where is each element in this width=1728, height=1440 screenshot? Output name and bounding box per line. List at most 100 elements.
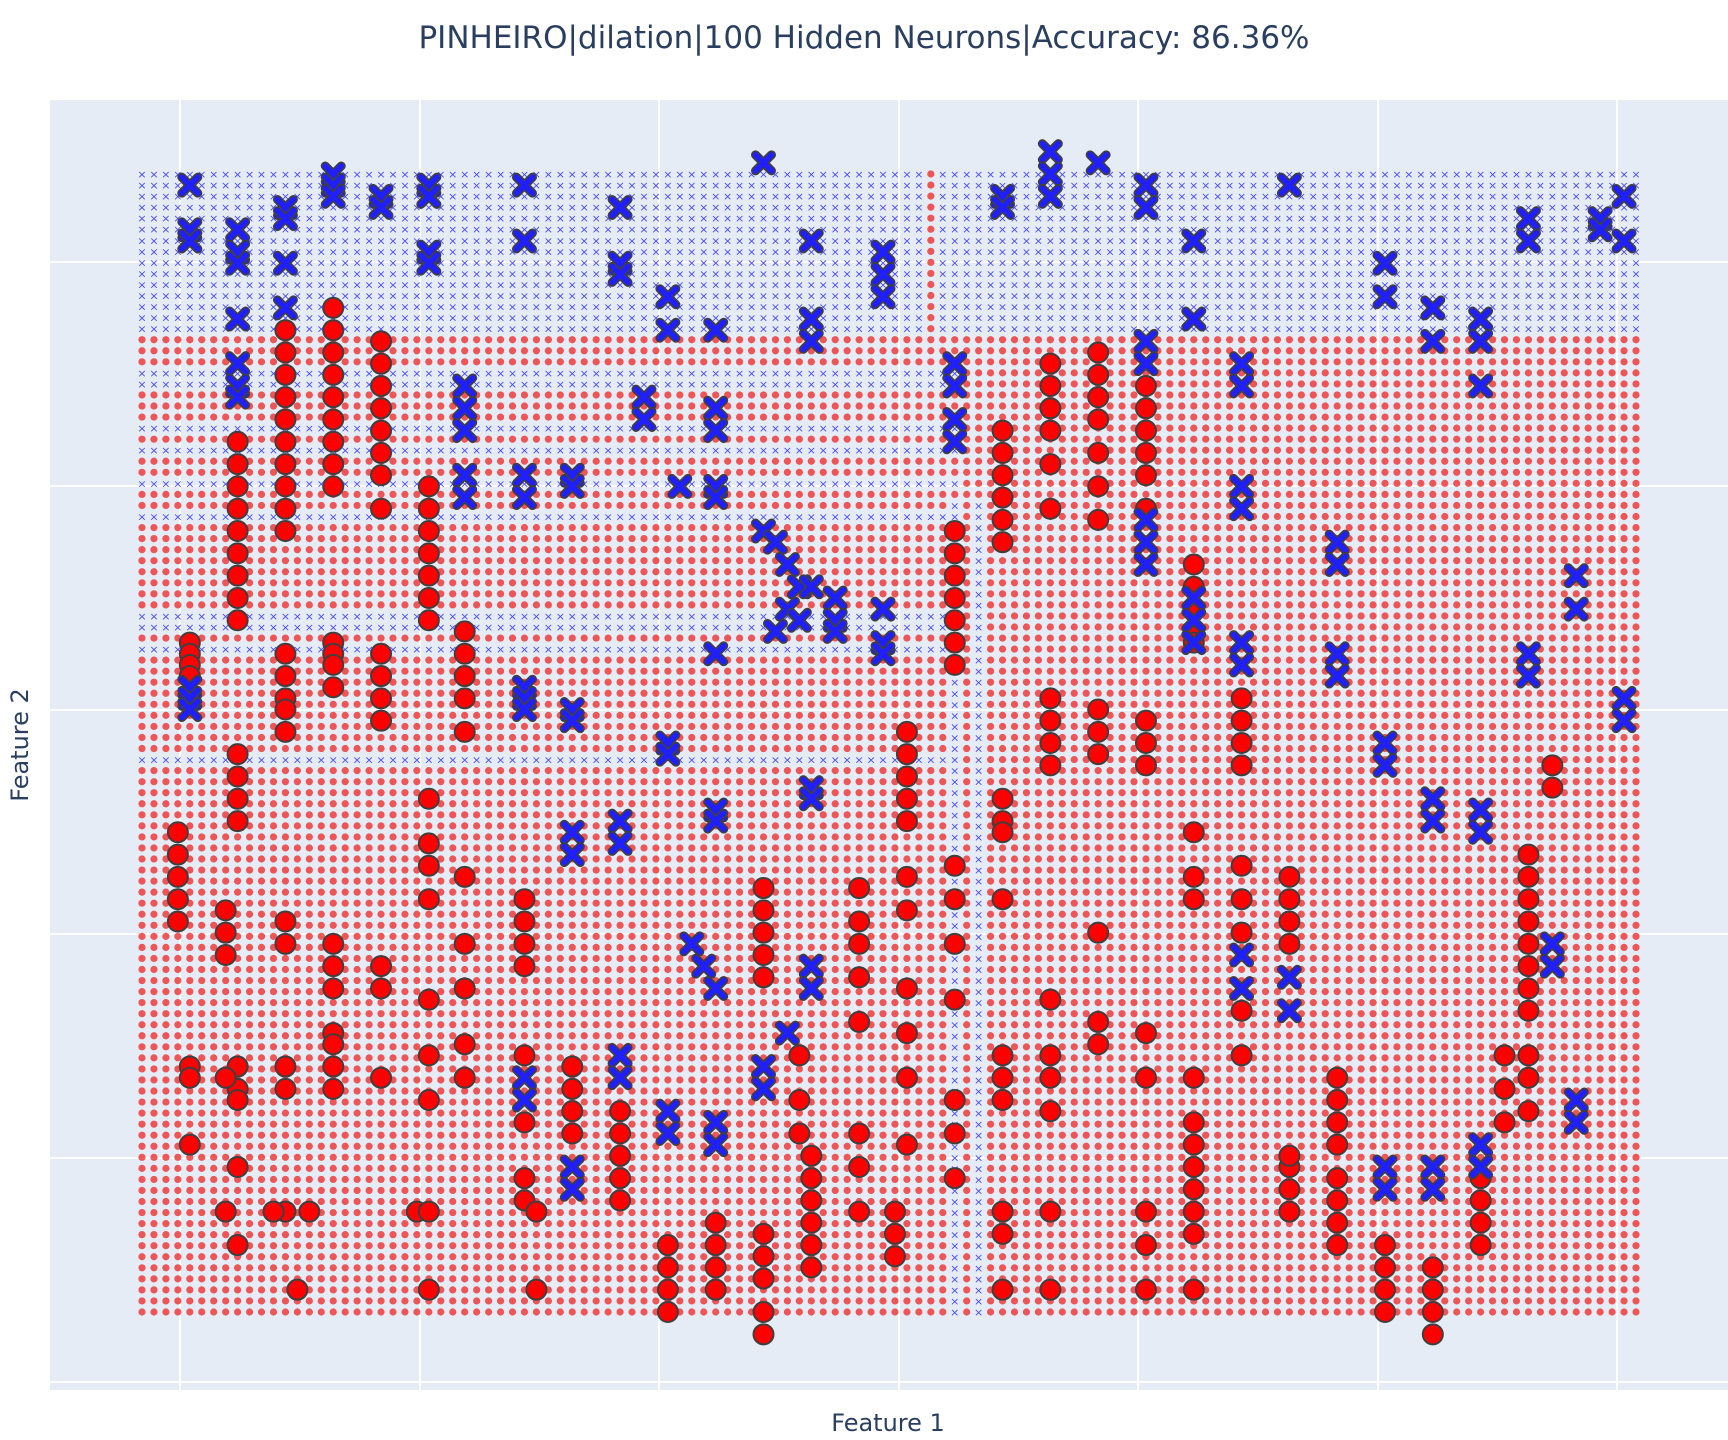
grid-point-class-0	[1572, 976, 1580, 985]
grid-point-class-0	[1500, 1142, 1509, 1150]
grid-point-class-0	[1369, 1186, 1377, 1195]
grid-point-class-0	[1632, 1308, 1640, 1316]
grid-point-class-0	[1321, 899, 1329, 907]
grid-point-class-0	[807, 1109, 815, 1117]
grid-point-class-0	[1369, 954, 1377, 963]
grid-point-class-0	[1429, 1098, 1437, 1106]
grid-point-class-0	[1010, 1242, 1019, 1250]
grid-point-class-0	[676, 1076, 684, 1084]
grid-point-class-0	[1261, 1231, 1270, 1239]
grid-point-class-0	[580, 1220, 588, 1228]
grid-point-class-0	[1094, 976, 1102, 985]
grid-point-class-0	[210, 1098, 218, 1106]
grid-point-class-0	[915, 1098, 923, 1106]
grid-point-class-0	[1393, 943, 1401, 951]
grid-point-class-0	[1572, 999, 1580, 1007]
grid-point-class-0	[568, 899, 576, 907]
grid-point-class-0	[1058, 1275, 1066, 1283]
grid-point-class-0	[1249, 1032, 1258, 1040]
grid-point-class-0	[1453, 1197, 1461, 1206]
grid-point-class-0	[855, 1264, 863, 1272]
grid-point-class-0	[580, 1098, 588, 1106]
grid-point-class-0	[652, 1220, 660, 1228]
grid-point-class-0	[293, 1109, 301, 1117]
grid-point-class-0	[1130, 1175, 1138, 1184]
grid-point-class-0	[1632, 1242, 1640, 1250]
grid-point-class-0	[1202, 954, 1210, 963]
grid-point-class-0	[461, 1131, 469, 1139]
grid-point-class-0	[1536, 1032, 1544, 1040]
grid-point-class-0	[1560, 1043, 1568, 1051]
grid-point-class-0	[879, 1220, 887, 1228]
grid-point-class-0	[353, 899, 361, 907]
grid-point-class-0	[1381, 1197, 1389, 1206]
grid-point-class-0	[1046, 1120, 1054, 1128]
grid-point-class-0	[1058, 888, 1066, 896]
grid-point-class-0	[628, 888, 636, 896]
grid-point-class-0	[1094, 888, 1102, 896]
grid-point-class-0	[473, 1021, 481, 1029]
grid-point-class-0	[736, 921, 744, 929]
grid-point-class-0	[257, 1065, 266, 1073]
grid-point-class-0	[1022, 1175, 1031, 1184]
grid-point-class-0	[1345, 1153, 1353, 1161]
grid-point-class-0	[1632, 910, 1640, 918]
grid-point-class-0	[1202, 1065, 1210, 1073]
grid-point-class-0	[317, 877, 325, 885]
grid-point-class-0	[1524, 1175, 1533, 1184]
grid-point-class-0	[449, 1164, 457, 1172]
grid-point-class-0	[1393, 1021, 1401, 1029]
grid-point-class-0	[1166, 1021, 1174, 1029]
grid-point-class-0	[843, 1186, 851, 1195]
grid-point-class-0	[759, 1032, 768, 1040]
grid-point-class-0	[317, 1076, 325, 1084]
grid-point-class-0	[939, 1275, 947, 1283]
grid-point-class-0	[532, 1043, 541, 1051]
grid-point-class-0	[1106, 1242, 1114, 1250]
grid-point-class-0	[186, 1253, 194, 1261]
grid-point-class-0	[1584, 1153, 1592, 1161]
grid-point-class-0	[1022, 1120, 1031, 1128]
grid-point-class-0	[1560, 1065, 1568, 1073]
grid-point-class-0	[210, 1021, 218, 1029]
grid-point-class-0	[138, 877, 146, 885]
grid-point-class-0	[1512, 1032, 1521, 1040]
grid-point-class-0	[1572, 1186, 1580, 1195]
grid-point-class-0	[317, 1253, 325, 1261]
grid-point-class-0	[891, 1043, 899, 1051]
grid-point-class-0	[198, 1308, 206, 1316]
grid-point-class-0	[532, 1242, 541, 1250]
grid-point-class-0	[771, 1109, 780, 1117]
grid-point-class-0	[807, 1032, 815, 1040]
grid-point-class-0	[401, 976, 409, 985]
grid-point-class-0	[1130, 965, 1138, 974]
grid-point-class-0	[604, 1297, 612, 1305]
grid-point-class-0	[1142, 1010, 1150, 1018]
grid-point-class-0	[305, 1098, 313, 1106]
grid-point-class-0	[1237, 1109, 1246, 1117]
grid-point-class-0	[819, 877, 827, 885]
grid-point-class-0	[664, 1175, 672, 1184]
grid-point-class-0	[353, 932, 361, 940]
grid-point-class-0	[1285, 1043, 1293, 1051]
grid-point-class-0	[807, 1065, 815, 1073]
grid-point-class-0	[1453, 888, 1461, 896]
grid-point-class-0	[1405, 1065, 1413, 1073]
grid-point-class-0	[1106, 1054, 1114, 1062]
grid-point-class-0	[1560, 1021, 1568, 1029]
grid-point-class-0	[1154, 1231, 1162, 1239]
grid-point-class-0	[1405, 921, 1413, 929]
grid-point-class-0	[568, 976, 576, 985]
grid-point-class-0	[927, 1120, 935, 1128]
grid-point-class-0	[1441, 1120, 1449, 1128]
grid-point-class-0	[927, 1164, 935, 1172]
grid-point-class-0	[724, 1208, 732, 1217]
grid-point-class-0	[915, 1087, 923, 1095]
grid-point-class-0	[1477, 1032, 1485, 1040]
grid-point-class-0	[162, 1286, 170, 1294]
grid-point-class-0	[520, 877, 529, 885]
grid-point-class-0	[1082, 1010, 1090, 1018]
grid-point-class-0	[592, 1208, 600, 1217]
grid-point-class-0	[927, 932, 935, 940]
grid-point-class-0	[234, 1043, 242, 1051]
